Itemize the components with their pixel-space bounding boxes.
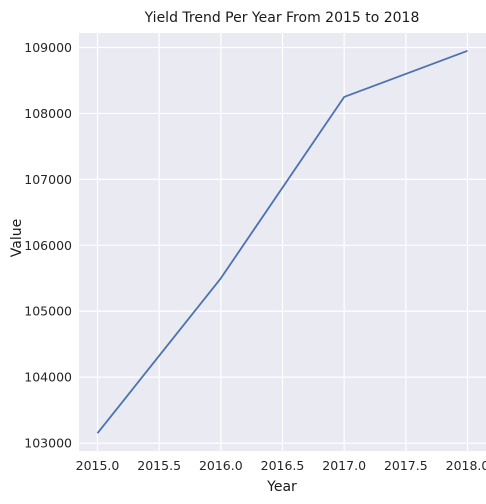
- y-tick-label: 105000: [24, 304, 72, 319]
- y-tick-label: 104000: [24, 370, 72, 385]
- x-tick-label: 2016.5: [261, 458, 305, 473]
- y-tick-label: 106000: [24, 238, 72, 253]
- y-tick-label: 107000: [24, 172, 72, 187]
- x-tick-labels: 2015.0 2015.5 2016.0 2016.5 2017.0 2017.5 2018…: [76, 458, 486, 473]
- grid-lines: [79, 33, 486, 451]
- y-tick-labels: 103000 104000 105000 106000 107000 108000 1090…: [24, 40, 72, 451]
- x-tick-label: 2017.0: [322, 458, 366, 473]
- y-tick-label: 109000: [24, 40, 72, 55]
- x-tick-label: 2015.0: [76, 458, 120, 473]
- x-tick-label: 2016.0: [199, 458, 243, 473]
- chart-title: Yield Trend Per Year From 2015 to 2018: [144, 10, 420, 26]
- x-tick-label: 2015.5: [137, 458, 181, 473]
- y-tick-label: 103000: [24, 436, 72, 451]
- y-tick-label: 108000: [24, 106, 72, 121]
- series-line: [96, 49, 468, 434]
- x-tick-label: 2018.0: [446, 458, 486, 473]
- series-layer: [96, 49, 468, 434]
- y-axis-label: Value: [9, 219, 25, 257]
- x-axis-label: Year: [266, 479, 297, 495]
- x-tick-label: 2017.5: [384, 458, 428, 473]
